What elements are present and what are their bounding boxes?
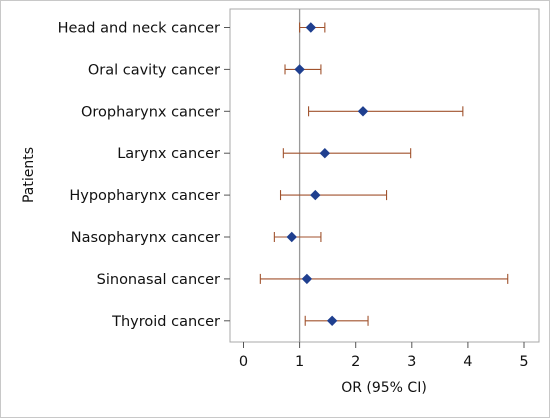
or-marker bbox=[294, 64, 305, 75]
or-marker bbox=[326, 315, 338, 326]
x-tick-label: 1 bbox=[295, 354, 304, 370]
category-label: Sinonasal cancer bbox=[97, 272, 220, 288]
category-label: Thyroid cancer bbox=[111, 314, 220, 330]
or-marker bbox=[357, 106, 369, 117]
category-label: Oral cavity cancer bbox=[88, 62, 220, 78]
category-label: Larynx cancer bbox=[117, 146, 220, 162]
category-label: Hypopharynx cancer bbox=[69, 188, 220, 204]
or-marker bbox=[305, 22, 317, 33]
x-axis-title: OR (95% CI) bbox=[341, 380, 427, 396]
x-tick-label: 3 bbox=[407, 354, 416, 370]
category-label: Nasopharynx cancer bbox=[71, 230, 220, 246]
x-tick-label: 0 bbox=[239, 354, 248, 370]
plot-area bbox=[229, 8, 540, 343]
ci-whisker bbox=[308, 106, 464, 117]
category-label: Oropharynx cancer bbox=[81, 104, 220, 120]
or-marker bbox=[286, 231, 297, 243]
or-marker bbox=[319, 148, 331, 159]
ci-whisker bbox=[273, 232, 322, 242]
y-axis-title: Patients bbox=[21, 147, 37, 203]
ci-whisker bbox=[279, 190, 388, 201]
or-marker bbox=[301, 273, 313, 285]
category-label: Head and neck cancer bbox=[58, 21, 220, 37]
ci-whisker bbox=[259, 273, 509, 284]
x-tick-label: 5 bbox=[519, 354, 528, 370]
ci-whisker bbox=[282, 148, 412, 159]
or-marker bbox=[310, 189, 321, 201]
x-tick-label: 4 bbox=[463, 354, 472, 370]
x-tick-label: 2 bbox=[351, 354, 360, 370]
